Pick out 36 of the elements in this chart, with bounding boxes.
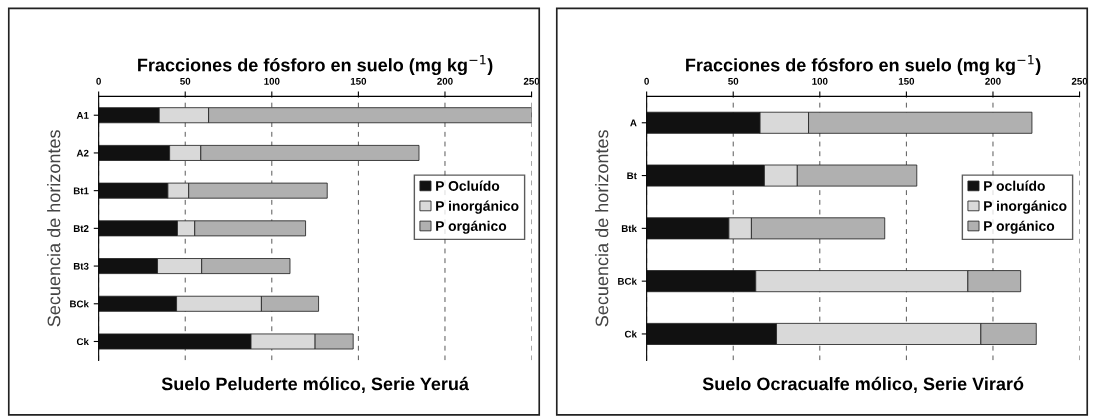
x-tick-label: 200 [437, 77, 453, 85]
x-tick-label: 200 [985, 77, 1001, 85]
legend-label: P orgánico [436, 220, 507, 234]
x-tick-label: 0 [96, 77, 101, 85]
y-tick-label: Ck [76, 337, 89, 346]
y-tick-label: Bt1 [73, 187, 89, 195]
y-tick-label: A [630, 119, 637, 127]
y-tick-label: BCk [70, 300, 89, 308]
y-tick-label: Ck [624, 330, 637, 338]
y-tick-label: A2 [76, 149, 89, 157]
y-tick-label: BCk [618, 277, 637, 285]
x-tick-label: 250 [1071, 77, 1088, 85]
chart-title: Fracciones de fósforo en suelo (mg kg$^{−1}$) [686, 55, 1041, 76]
x-axis-title: Suelo Ocracualfe mólico, Serie Viraró [702, 376, 1024, 393]
y-tick-label: Bt3 [73, 262, 89, 270]
legend-label: P orgánico [984, 220, 1055, 234]
y-axis-title: Secuencia de horizontes [595, 130, 609, 327]
y-tick-label: Btk [621, 224, 637, 232]
legend-label: P ocluído [984, 180, 1045, 191]
x-tick-label: 50 [180, 77, 191, 85]
x-axis-title: Suelo Peluderte mólico, Serie Yeruá [161, 376, 470, 393]
legend-label: P inorgánico [436, 200, 519, 214]
x-tick-label: 250 [523, 77, 540, 85]
x-tick-label: 0 [644, 77, 649, 85]
x-tick-label: 150 [898, 77, 915, 85]
chart-title: Fracciones de fósforo en suelo (mg kg$^{−1}$) [138, 55, 493, 76]
x-tick-label: 150 [350, 77, 367, 85]
x-tick-label: 50 [728, 77, 739, 85]
legend-label: P Ocluído [436, 180, 500, 191]
x-tick-label: 100 [264, 77, 280, 85]
legend-label: P inorgánico [984, 200, 1067, 214]
x-tick-label: 100 [812, 77, 828, 85]
y-tick-label: Bt2 [73, 225, 89, 232]
y-axis-title: Secuencia de horizontes [47, 130, 61, 327]
y-tick-label: A1 [76, 112, 89, 119]
y-tick-label: Bt [627, 172, 637, 180]
